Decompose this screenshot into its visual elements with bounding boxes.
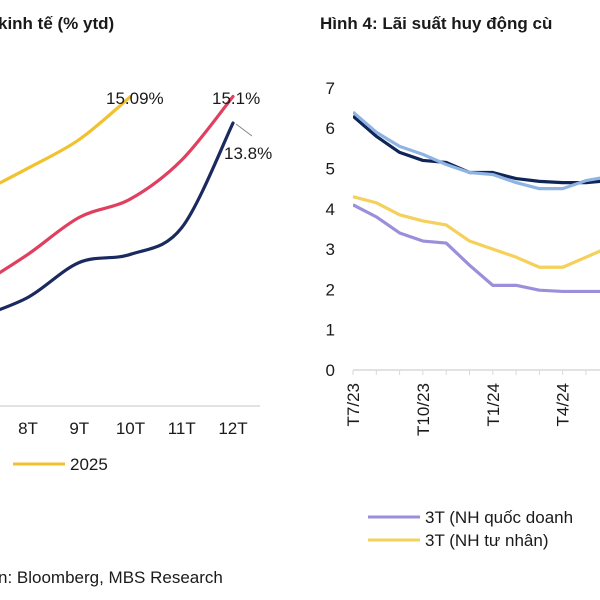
- right-series-line-1: [353, 110, 600, 191]
- left-chart-title: kinh tế (% ytd): [0, 14, 114, 33]
- left-x-tick-label: 10T: [116, 419, 145, 438]
- right-x-tick-label: T1/24: [484, 383, 503, 426]
- annotation-leader-line: [235, 123, 253, 137]
- right-y-tick-label: 1: [326, 321, 335, 340]
- right-series-line-2: [353, 195, 600, 269]
- source-note: n: Bloomberg, MBS Research: [0, 568, 223, 587]
- left-series-line-1: [0, 94, 235, 275]
- left-x-tick-label: 11T: [168, 419, 196, 438]
- legend-label-2025: 2025: [70, 455, 108, 474]
- left-x-tick-label: 8T: [18, 419, 38, 438]
- right-y-tick-label: 0: [326, 361, 335, 380]
- legend-label-nh-quoc-doanh: 3T (NH quốc doanh: [425, 508, 573, 527]
- annotation-15-09: 15.09%: [106, 89, 164, 108]
- right-series-line-3: [353, 203, 600, 294]
- right-y-tick-label: 5: [326, 160, 335, 179]
- right-y-tick-label: 3: [326, 240, 335, 259]
- left-x-tick-label: 12T: [218, 419, 247, 438]
- left-series-line-0: [0, 121, 235, 312]
- annotation-15-1: 15.1%: [212, 89, 260, 108]
- right-x-tick-label: T10/23: [414, 383, 433, 436]
- right-y-tick-label: 7: [326, 79, 335, 98]
- right-y-tick-label: 4: [326, 200, 335, 219]
- annotation-13-8: 13.8%: [224, 144, 272, 163]
- legend-label-nh-tu-nhan: 3T (NH tư nhân): [425, 531, 549, 550]
- right-x-tick-label: T7/23: [344, 383, 363, 426]
- left-series-line-2: [0, 95, 133, 185]
- left-x-tick-label: 9T: [69, 419, 89, 438]
- right-y-tick-label: 2: [326, 280, 335, 299]
- right-y-tick-label: 6: [326, 119, 335, 138]
- right-chart-title: Hình 4: Lãi suất huy động cù: [320, 14, 552, 33]
- right-x-tick-label: T4/24: [554, 383, 573, 426]
